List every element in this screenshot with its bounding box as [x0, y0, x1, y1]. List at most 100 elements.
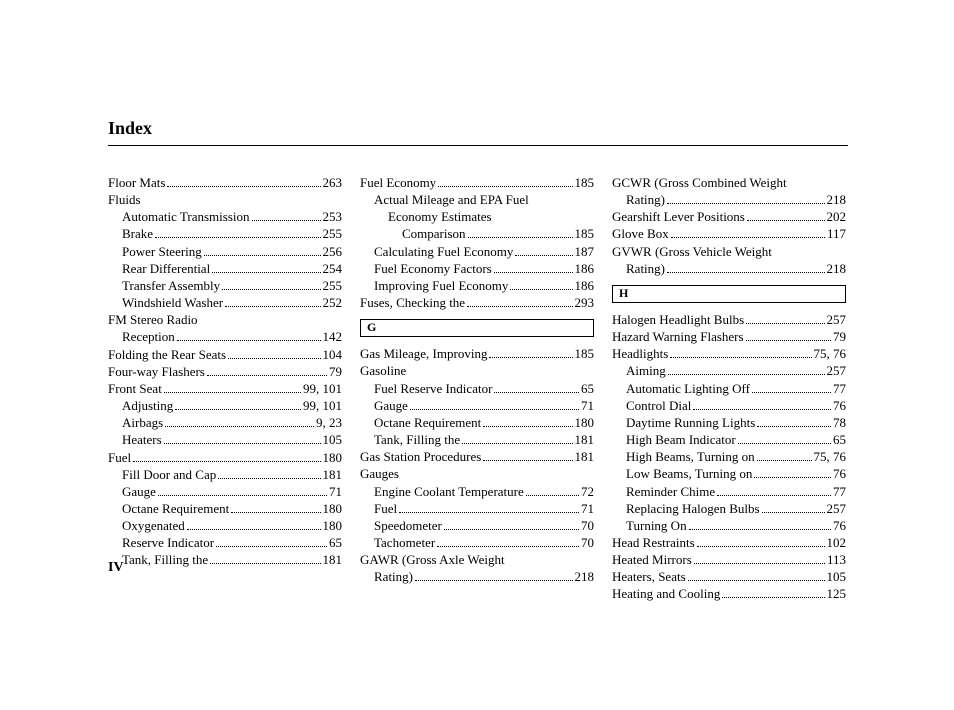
- index-entry-leader: [483, 426, 572, 427]
- index-entry-leader: [694, 563, 825, 564]
- section-letter: H: [612, 285, 846, 303]
- index-entry: Economy Estimates: [360, 208, 594, 225]
- index-entry-label: Brake: [122, 225, 153, 242]
- index-entry-label: Gas Mileage, Improving: [360, 345, 487, 362]
- index-entry-page: 65: [581, 380, 594, 397]
- index-entry: Daytime Running Lights78: [612, 414, 846, 431]
- index-entry: Four-way Flashers79: [108, 363, 342, 380]
- index-entry: Replacing Halogen Bulbs257: [612, 500, 846, 517]
- index-entry-label: Engine Coolant Temperature: [374, 483, 524, 500]
- index-entry-label: Gauges: [360, 465, 399, 482]
- index-entry-label: Octane Requirement: [374, 414, 481, 431]
- index-entry-leader: [228, 358, 320, 359]
- index-entry-leader: [494, 272, 573, 273]
- index-entry: Gauges: [360, 465, 594, 482]
- index-entry-leader: [218, 478, 320, 479]
- index-entry: Automatic Lighting Off 77: [612, 380, 846, 397]
- index-entry: Transfer Assembly255: [108, 277, 342, 294]
- index-entry-label: Adjusting: [122, 397, 173, 414]
- page-number-footer: IV: [108, 560, 124, 576]
- index-entry-leader: [688, 580, 825, 581]
- index-entry-leader: [762, 512, 825, 513]
- index-entry: Reserve Indicator65: [108, 534, 342, 551]
- index-entry: Fuses, Checking the 293: [360, 294, 594, 311]
- index-entry-leader: [757, 460, 812, 461]
- index-entry: Gauge 71: [108, 483, 342, 500]
- index-entry-label: Heaters: [122, 431, 162, 448]
- index-entry-page: 70: [581, 517, 594, 534]
- index-entry-page: 202: [827, 208, 847, 225]
- index-entry-leader: [752, 392, 831, 393]
- page-title: Index: [108, 118, 848, 146]
- index-entry-leader: [177, 340, 321, 341]
- index-entry-leader: [697, 546, 825, 547]
- index-entry-page: 254: [323, 260, 343, 277]
- index-entry-page: 117: [827, 225, 846, 242]
- index-entry-leader: [489, 357, 572, 358]
- index-entry: Engine Coolant Temperature72: [360, 483, 594, 500]
- index-entry-label: Gauge: [122, 483, 156, 500]
- index-entry: Oxygenated180: [108, 517, 342, 534]
- index-entry-label: Four-way Flashers: [108, 363, 205, 380]
- index-entry-leader: [467, 306, 572, 307]
- index-entry-label: Octane Requirement: [122, 500, 229, 517]
- index-entry-page: 71: [329, 483, 342, 500]
- index-entry-leader: [164, 443, 321, 444]
- index-entry: Rating)218: [612, 191, 846, 208]
- index-entry-page: 77: [833, 483, 846, 500]
- index-entry-page: 76: [833, 397, 846, 414]
- index-entry-label: High Beams, Turning on: [626, 448, 755, 465]
- index-entry-page: 185: [575, 345, 595, 362]
- index-entry-page: 99, 101: [303, 380, 342, 397]
- index-entry-page: 181: [323, 466, 343, 483]
- index-entry-page: 75, 76: [814, 448, 847, 465]
- index-entry-page: 181: [575, 448, 595, 465]
- index-entry: Head Restraints102: [612, 534, 846, 551]
- index-entry-leader: [515, 255, 572, 256]
- index-entry-leader: [155, 237, 320, 238]
- index-entry: Improving Fuel Economy186: [360, 277, 594, 294]
- index-entry-label: Automatic Lighting Off: [626, 380, 750, 397]
- index-entry-leader: [738, 443, 831, 444]
- index-entry-page: 77: [833, 380, 846, 397]
- index-entry-page: 185: [575, 174, 595, 191]
- index-entry-label: Head Restraints: [612, 534, 695, 551]
- index-entry-leader: [438, 186, 572, 187]
- index-entry-label: FM Stereo Radio: [108, 311, 198, 328]
- index-entry: Fuel180: [108, 449, 342, 466]
- index-entry-label: Airbags: [122, 414, 163, 431]
- index-entry-label: Fuses, Checking the: [360, 294, 465, 311]
- index-entry: Brake255: [108, 225, 342, 242]
- index-entry-label: Aiming: [626, 362, 666, 379]
- index-entry: Fuel71: [360, 500, 594, 517]
- index-entry: Rating)218: [612, 260, 846, 277]
- index-entry: Fuel Reserve Indicator65: [360, 380, 594, 397]
- index-entry-leader: [668, 374, 825, 375]
- index-entry: Fuel Economy185: [360, 174, 594, 191]
- index-entry: Calculating Fuel Economy187: [360, 243, 594, 260]
- index-entry-leader: [204, 255, 321, 256]
- index-entry-leader: [693, 409, 831, 410]
- index-entry-page: 186: [575, 277, 595, 294]
- index-entry-leader: [399, 512, 579, 513]
- index-entry-page: 293: [575, 294, 595, 311]
- index-entry-page: 76: [833, 517, 846, 534]
- index-entry-page: 181: [575, 431, 595, 448]
- index-entry-label: Fluids: [108, 191, 141, 208]
- index-entry: Headlights75, 76: [612, 345, 846, 362]
- index-entry: Rating)218: [360, 568, 594, 585]
- index-entry-label: Rear Differential: [122, 260, 210, 277]
- index-entry: Power Steering256: [108, 243, 342, 260]
- index-entry-page: 142: [323, 328, 343, 345]
- index-entry: Control Dial76: [612, 397, 846, 414]
- index-entry: Heated Mirrors113: [612, 551, 846, 568]
- index-entry-label: Automatic Transmission: [122, 208, 250, 225]
- index-entry-page: 253: [323, 208, 343, 225]
- index-entry-page: 71: [581, 397, 594, 414]
- index-entry-leader: [747, 220, 825, 221]
- index-entry: Actual Mileage and EPA Fuel: [360, 191, 594, 208]
- index-entry: Reminder Chime77: [612, 483, 846, 500]
- index-entry-leader: [175, 409, 301, 410]
- index-entry-page: 125: [827, 585, 847, 602]
- index-entry-page: 218: [827, 260, 847, 277]
